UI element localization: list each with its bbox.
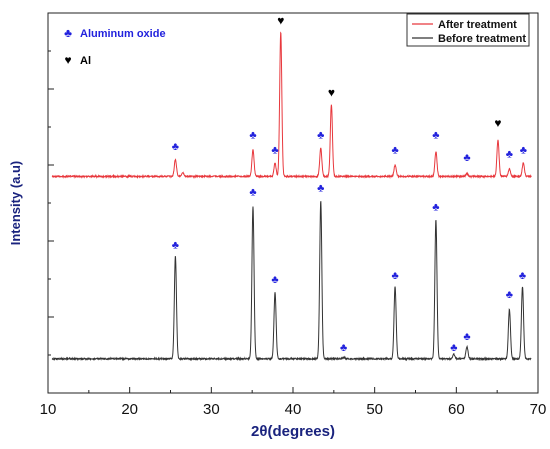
aluminum-oxide-peak-marker: ♣ [340,342,347,354]
aluminum-oxide-peak-marker: ♣ [249,186,256,198]
series-layer [51,31,532,362]
x-tick-label: 30 [203,401,220,418]
phase-marker-layer: ♣ ♣ ♣ ♥ ♣ ♥ ♣ ♣ ♣ ♥ ♣ ♣ ♣ ♣ ♣ ♣ ♣ ♣ ♣ ♣ ♣ ♣ ♣ [172,13,527,354]
aluminum-oxide-peak-marker: ♣ [463,331,470,343]
x-tick-label: 10 [40,401,57,418]
aluminum-oxide-key-label: Aluminum oxide [80,28,166,40]
series-line-before-treatment [51,201,532,362]
aluminum-oxide-peak-marker: ♣ [450,342,457,354]
aluminum-oxide-key-symbol: ♣ [64,26,72,40]
aluminum-oxide-peak-marker: ♣ [391,270,398,282]
aluminum-oxide-peak-marker: ♣ [172,141,179,153]
x-tick-label: 70 [530,401,547,418]
al-key-label: Al [80,55,91,67]
x-tick-label: 40 [285,401,302,418]
aluminum-oxide-peak-marker: ♣ [317,183,324,195]
aluminum-oxide-peak-marker: ♣ [249,129,256,141]
y-axis-ticks [48,12,54,394]
x-axis-title: 2θ(degrees) [251,423,335,440]
aluminum-oxide-peak-marker: ♣ [463,152,470,164]
al-peak-marker: ♥ [494,116,501,130]
aluminum-oxide-peak-marker: ♣ [317,129,324,141]
aluminum-oxide-peak-marker: ♣ [519,270,526,282]
phase-key: ♣ Aluminum oxide ♥ Al [64,26,166,67]
x-axis-ticks: 10 20 30 40 50 60 70 [40,387,547,418]
x-tick-label: 60 [448,401,465,418]
aluminum-oxide-peak-marker: ♣ [271,274,278,286]
x-tick-label: 20 [121,401,138,418]
legend-label: After treatment [438,19,517,31]
aluminum-oxide-peak-marker: ♣ [520,145,527,157]
al-key-symbol: ♥ [64,53,71,67]
aluminum-oxide-peak-marker: ♣ [271,145,278,157]
legend: After treatment Before treatment [406,13,530,47]
aluminum-oxide-peak-marker: ♣ [432,202,439,214]
aluminum-oxide-peak-marker: ♣ [506,148,513,160]
series-line-after-treatment [51,31,532,179]
aluminum-oxide-peak-marker: ♣ [391,145,398,157]
x-tick-label: 50 [366,401,383,418]
al-peak-marker: ♥ [328,86,335,100]
aluminum-oxide-peak-marker: ♣ [432,129,439,141]
aluminum-oxide-peak-marker: ♣ [172,240,179,252]
al-peak-marker: ♥ [277,13,284,27]
legend-label: Before treatment [438,33,526,45]
aluminum-oxide-peak-marker: ♣ [506,289,513,301]
y-axis-title: Intensity (a.u) [8,161,23,246]
legend-box [406,13,530,47]
